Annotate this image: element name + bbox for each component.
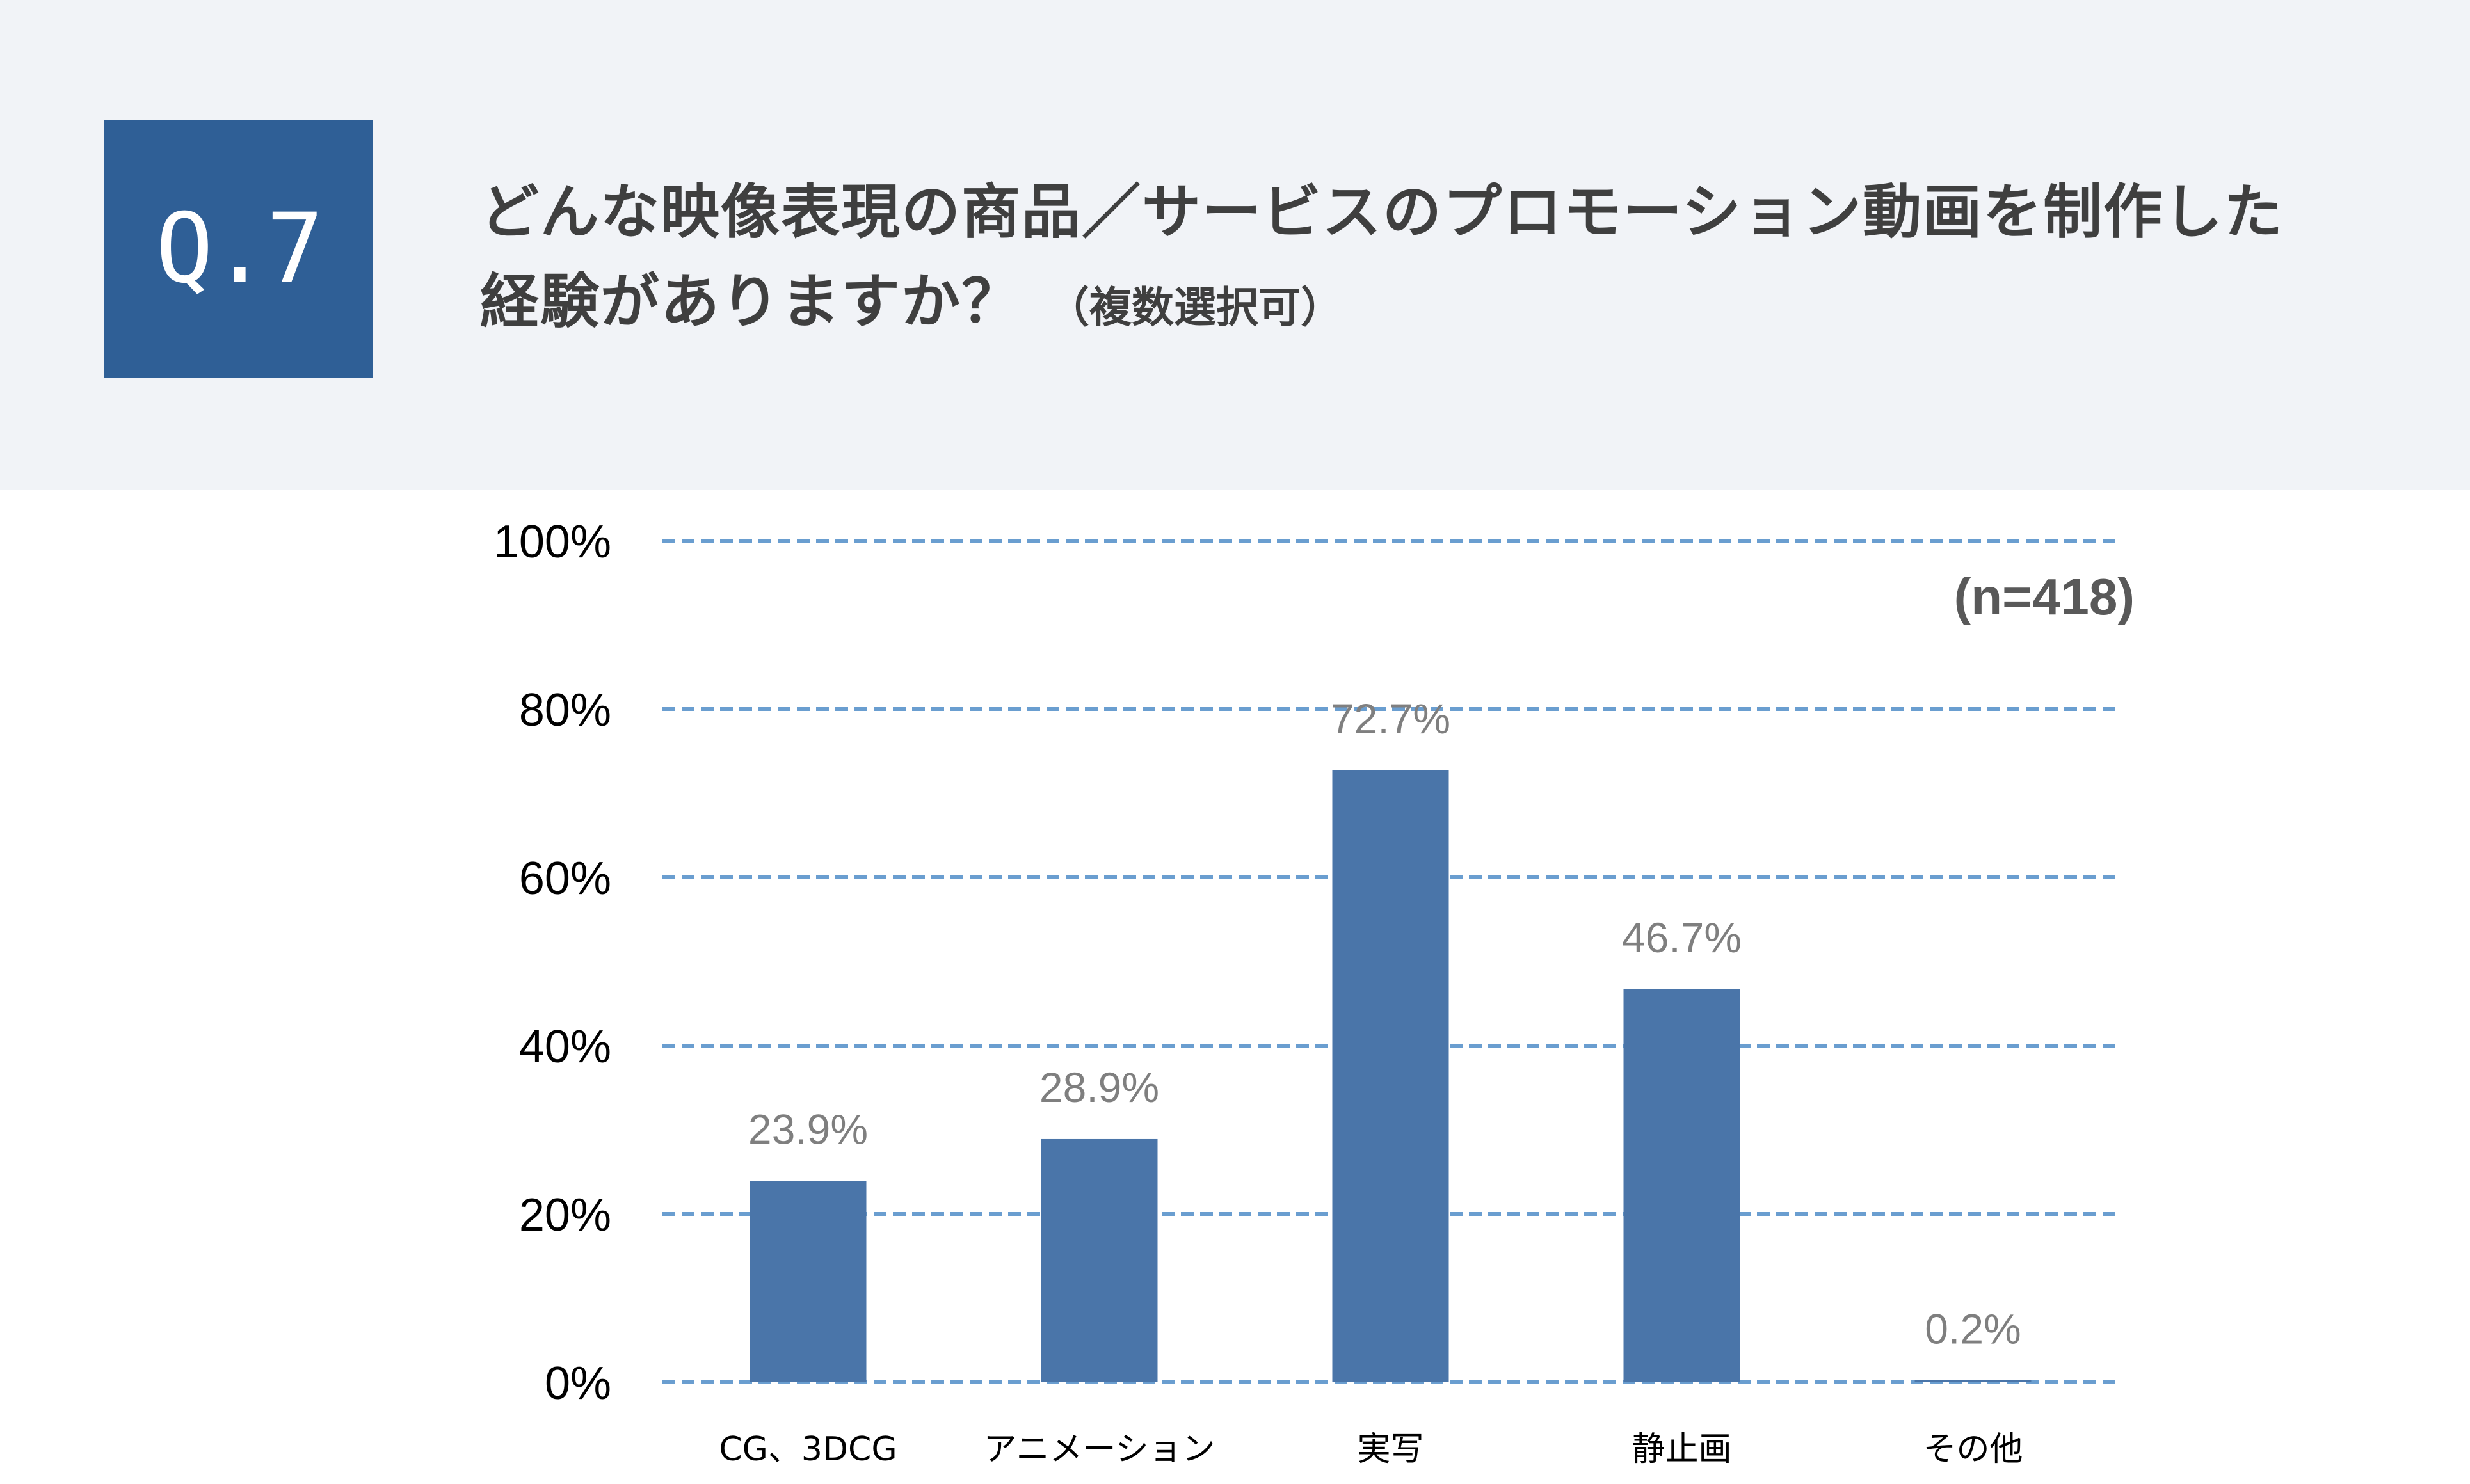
y-tick-label: 60% [519, 853, 611, 904]
bar [750, 1181, 867, 1382]
value-labels: 23.9% 28.9% 72.7% 46.7% 0.2% [748, 695, 2021, 1352]
x-category-label: CG、3DCG [719, 1430, 897, 1469]
y-axis-ticks: 0% 20% 40% 60% 80% 100% [493, 516, 611, 1409]
value-label: 0.2% [1925, 1305, 2021, 1352]
bar [1041, 1138, 1158, 1382]
gridlines [662, 539, 2119, 1384]
question-header: Q.7 どんな映像表現の商品／サービスのプロモーション動画を制作した 経験があり… [0, 0, 2470, 490]
question-number: Q.7 [156, 193, 324, 305]
question-line-2-wrap: 経験がありますか？ （複数選択可） [480, 257, 2336, 353]
question-line-1: どんな映像表現の商品／サービスのプロモーション動画を制作した [480, 178, 2284, 246]
question-number-badge: Q.7 [104, 120, 373, 378]
question-text: どんな映像表現の商品／サービスのプロモーション動画を制作した 経験がありますか？… [480, 168, 2336, 353]
y-tick-label: 40% [519, 1021, 611, 1073]
value-label: 72.7% [1331, 695, 1450, 742]
bar [1332, 770, 1449, 1382]
value-label: 46.7% [1622, 914, 1742, 961]
x-category-label: アニメーション [984, 1430, 1215, 1469]
question-note: （複数選択可） [1047, 283, 1343, 332]
y-tick-label: 0% [545, 1358, 611, 1409]
x-category-label: 実写 [1357, 1430, 1423, 1469]
y-tick-label: 100% [493, 516, 611, 568]
x-category-label: 静止画 [1632, 1430, 1731, 1469]
value-label: 28.9% [1039, 1064, 1159, 1111]
question-line-2: 経験がありますか？ [480, 267, 1022, 336]
y-tick-label: 80% [519, 685, 611, 736]
bars [750, 770, 2032, 1382]
y-tick-label: 20% [519, 1190, 611, 1241]
bar [1914, 1380, 2032, 1382]
value-label: 23.9% [748, 1106, 868, 1153]
sample-size-annotation: (n=418) [1954, 568, 2135, 625]
x-axis-labels: CG、3DCG アニメーション 実写 静止画 その他 [719, 1430, 2023, 1469]
x-category-label: その他 [1923, 1430, 2023, 1469]
bar [1623, 989, 1740, 1382]
